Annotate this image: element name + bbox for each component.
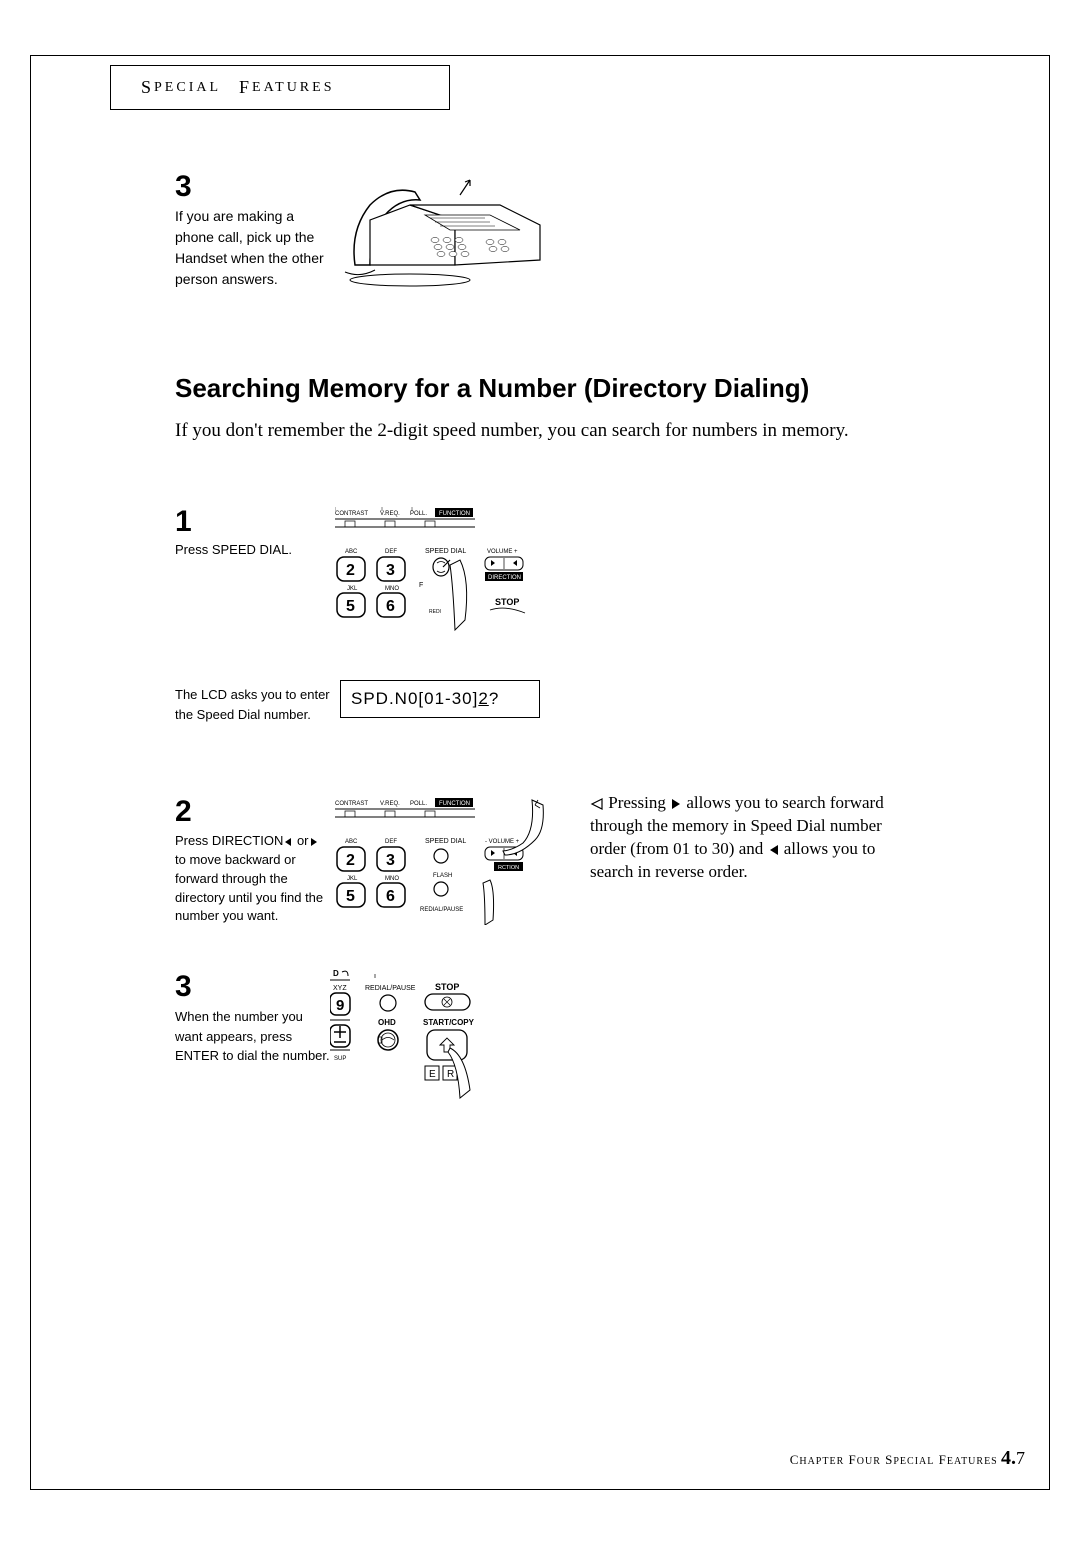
svg-text:SPEED DIAL: SPEED DIAL <box>425 838 466 845</box>
lcd-instruction: The LCD asks you to enter the Speed Dial… <box>175 685 330 724</box>
svg-text:9: 9 <box>336 997 344 1014</box>
left-triangle-icon <box>283 837 293 847</box>
kp1-contrast: CONTRAST <box>335 511 368 517</box>
section-intro: If you don't remember the 2-digit speed … <box>175 420 849 442</box>
step2-num: 2 <box>175 795 330 829</box>
svg-text:SUP: SUP <box>334 1056 346 1062</box>
kp1-function: FUNCTION <box>439 511 470 517</box>
lcd-after: ? <box>489 689 499 709</box>
footer-ft-rest: EATURES <box>947 1456 998 1467</box>
svg-text:REDIAL/PAUSE: REDIAL/PAUSE <box>420 907 463 913</box>
svg-text:DEF: DEF <box>385 839 397 845</box>
footer-four-rest: OUR <box>857 1456 881 1467</box>
step2: 2 Press DIRECTION or to move backward or… <box>175 795 330 926</box>
step1: 1 Press SPEED DIAL. <box>175 505 320 557</box>
svg-text:XYZ: XYZ <box>333 985 347 992</box>
step2-text-pre: Press DIRECTION <box>175 833 283 848</box>
kp1-stop: STOP <box>495 597 519 607</box>
svg-text:RCTION: RCTION <box>498 865 519 871</box>
kp1-poll: POLL. <box>410 511 427 517</box>
page-header: SPECIAL FEATURES <box>110 65 450 110</box>
keypad-illustration-1: CONTRAST V.REQ. POLL. FUNCTION ABC DEF 2… <box>335 505 545 635</box>
svg-text:FUNCTION: FUNCTION <box>439 801 470 807</box>
svg-text:3: 3 <box>386 852 395 869</box>
svg-text:E: E <box>429 1069 436 1080</box>
footer-page-small: 7 <box>1016 1448 1025 1468</box>
side-note-pre: Pressing <box>608 793 670 812</box>
kp1-def: DEF <box>385 549 397 555</box>
step3-bot-text: When the number you want appears, press … <box>175 1007 330 1066</box>
side-note: Pressing allows you to search forward th… <box>590 792 910 884</box>
lcd-cursor: 2 <box>478 689 488 709</box>
svg-text:ABC: ABC <box>345 839 358 845</box>
header-w2-rest: EATURES <box>252 80 334 96</box>
svg-text:D: D <box>333 970 339 978</box>
svg-text:START/COPY: START/COPY <box>423 1018 475 1027</box>
fax-machine-illustration <box>340 170 550 290</box>
svg-text:- VOLUME +: - VOLUME + <box>485 839 520 845</box>
svg-text:6: 6 <box>386 888 395 905</box>
footer-ch-rest: HAPTER <box>799 1456 844 1467</box>
step3-top: 3 If you are making a phone call, pick u… <box>175 170 330 290</box>
svg-text:2: 2 <box>346 852 355 869</box>
kp1-vreq: V.REQ. <box>380 511 400 517</box>
footer-ch: C <box>790 1452 800 1467</box>
page-footer: CHAPTER FOUR SPECIAL FEATURES 4.7 <box>790 1447 1025 1470</box>
section-title: Searching Memory for a Number (Directory… <box>175 373 809 404</box>
lcd-display: SPD.N0[01-30] 2? <box>340 680 540 718</box>
svg-text:REDIAL/PAUSE: REDIAL/PAUSE <box>365 985 416 992</box>
footer-four: F <box>849 1452 857 1467</box>
step2-text-post: to move backward or forward through the … <box>175 852 323 924</box>
kp1-mno: MNO <box>385 586 399 592</box>
svg-text:CONTRAST: CONTRAST <box>335 801 368 807</box>
step1-text: Press SPEED DIAL. <box>175 542 320 557</box>
svg-text:POLL.: POLL. <box>410 801 427 807</box>
step3-top-text: If you are making a phone call, pick up … <box>175 206 330 290</box>
svg-text:REDI: REDI <box>429 609 441 615</box>
svg-text:R: R <box>447 1069 454 1080</box>
svg-text:OHD: OHD <box>378 1018 396 1027</box>
kp1-abc: ABC <box>345 549 358 555</box>
step2-text-mid: or <box>293 833 308 848</box>
left-arrow-outline-icon <box>590 798 604 810</box>
keypad-illustration-2: CONTRAST V.REQ. POLL. FUNCTION ABC DEF 2… <box>335 795 555 925</box>
svg-text:FLASH: FLASH <box>433 873 452 879</box>
svg-text:MNO: MNO <box>385 876 399 882</box>
step3-bot-num: 3 <box>175 970 330 1004</box>
kp1-dir: DIRECTION <box>488 575 521 581</box>
kp1-speed: SPEED DIAL <box>425 548 466 555</box>
kp1-k2: 2 <box>346 562 355 579</box>
svg-text:JKL: JKL <box>347 876 358 882</box>
svg-text:STOP: STOP <box>435 982 459 992</box>
header-w1-rest: PECIAL <box>154 80 221 96</box>
footer-page-big: 4. <box>1001 1447 1016 1469</box>
kp1-k5: 5 <box>346 598 355 615</box>
keypad-illustration-3: D XYZ 9 SUP REDIAL/PAUSE OHD STOP START/… <box>330 970 520 1100</box>
svg-text:V.REQ.: V.REQ. <box>380 801 400 807</box>
svg-text:F: F <box>419 582 423 589</box>
kp1-jkl: JKL <box>347 586 358 592</box>
footer-sp-rest: PECIAL <box>893 1456 934 1467</box>
kp1-k3: 3 <box>386 562 395 579</box>
left-triangle-icon <box>768 844 780 856</box>
header-w1-first: S <box>141 77 154 98</box>
step3-bottom: 3 When the number you want appears, pres… <box>175 970 330 1066</box>
kp1-k6: 6 <box>386 598 395 615</box>
footer-ft: F <box>939 1452 947 1467</box>
right-triangle-icon <box>309 837 319 847</box>
kp1-vol: VOLUME + <box>487 549 518 555</box>
header-w2-first: F <box>239 77 252 98</box>
right-triangle-icon <box>670 798 682 810</box>
step2-text: Press DIRECTION or to move backward or f… <box>175 832 330 926</box>
svg-text:5: 5 <box>346 888 355 905</box>
step1-num: 1 <box>175 505 320 539</box>
lcd-main: SPD.N0[01-30] <box>351 689 478 709</box>
step3-top-num: 3 <box>175 170 330 204</box>
